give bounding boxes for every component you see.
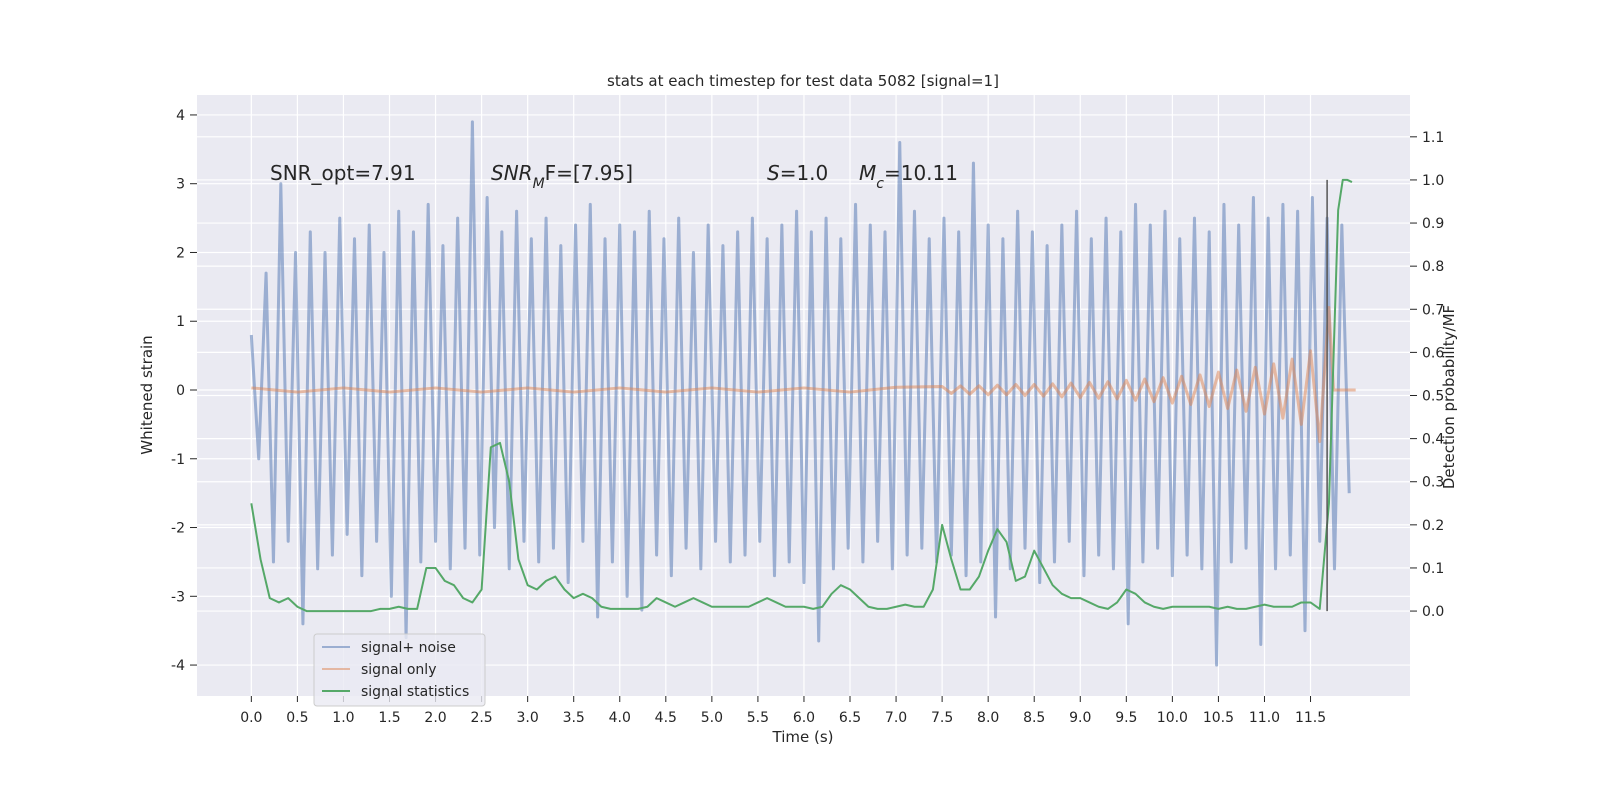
legend-label: signal only: [361, 662, 436, 678]
x-tick-label: 9.5: [1115, 710, 1137, 726]
y-tick-label: 4: [176, 108, 185, 124]
annotation-part: =1.0: [780, 161, 829, 185]
x-tick-label: 4.0: [609, 710, 631, 726]
annotation: Mc=10.11: [859, 161, 958, 192]
y2-tick-label: 0.6: [1422, 345, 1444, 361]
x-tick-label: 9.0: [1069, 710, 1091, 726]
series-line: [249, 120, 1351, 667]
y2-tick-label: 1.0: [1422, 173, 1444, 189]
legend-label: signal+ noise: [361, 640, 456, 656]
y-tick-label: 2: [176, 245, 185, 261]
annotation-part: M: [859, 161, 876, 185]
x-tick-label: 11.0: [1249, 710, 1280, 726]
y2-tick-label: 0.1: [1422, 561, 1444, 577]
x-tick-label: 1.5: [378, 710, 400, 726]
legend-box: [313, 633, 486, 707]
y2-tick-label: 0.5: [1422, 389, 1444, 405]
x-tick-label: 3.5: [563, 710, 585, 726]
x-tick-label: 7.0: [885, 710, 907, 726]
y-tick-label: 1: [176, 314, 185, 330]
x-tick-label: 5.5: [747, 710, 769, 726]
y2-axis-label: Detection probability/MF: [1440, 305, 1458, 489]
y-axis-label: Whitened strain: [138, 335, 156, 454]
x-tick-label: 10.0: [1157, 710, 1188, 726]
x-tick-label: 6.0: [793, 710, 815, 726]
x-tick-label: 1.0: [332, 710, 354, 726]
y2-tick-label: 0.9: [1422, 216, 1444, 232]
series-line: [250, 178, 1353, 613]
y-tick-label: 3: [176, 177, 185, 193]
annotation: SNRMF=[7.95]: [491, 161, 633, 192]
x-tick-label: 4.5: [655, 710, 677, 726]
y2-tick-label: 0.4: [1422, 432, 1444, 448]
x-tick-label: 8.5: [1023, 710, 1045, 726]
x-tick-label: 11.5: [1295, 710, 1326, 726]
annotation-part: M: [533, 176, 545, 192]
y2-tick-label: 0.7: [1422, 302, 1444, 318]
annotation: SNR_opt=7.91: [270, 161, 416, 185]
x-tick-label: 5.0: [701, 710, 723, 726]
x-tick-label: 6.5: [839, 710, 861, 726]
chart-title: stats at each timestep for test data 508…: [607, 72, 999, 90]
x-tick-label: 0.0: [240, 710, 262, 726]
y2-tick-label: 0.2: [1422, 518, 1444, 534]
x-tick-label: 2.0: [424, 710, 446, 726]
annotation: S=1.0: [767, 161, 828, 185]
annotation-part: F=[7.95]: [545, 161, 633, 185]
annotation-part: c: [876, 176, 884, 192]
x-tick-label: 2.5: [470, 710, 492, 726]
y2-tick-label: 0.0: [1422, 604, 1444, 620]
annotation-part: S: [767, 161, 780, 185]
x-tick-label: 7.5: [931, 710, 953, 726]
series-line: [251, 305, 1356, 444]
x-tick-label: 3.0: [517, 710, 539, 726]
x-axis-label: Time (s): [772, 728, 834, 746]
x-tick-label: 8.0: [977, 710, 999, 726]
x-tick-label: 0.5: [286, 710, 308, 726]
y-tick-label: -3: [171, 589, 185, 605]
y-tick-label: 0: [176, 383, 185, 399]
annotation-part: =10.11: [884, 161, 958, 185]
y-tick-label: -4: [171, 658, 185, 674]
annotation-part: SNR_opt=7.91: [270, 161, 416, 185]
y2-tick-label: 0.8: [1422, 259, 1444, 275]
y-tick-label: -2: [171, 521, 185, 537]
x-tick-label: 10.5: [1203, 710, 1234, 726]
y2-tick-label: 0.3: [1422, 475, 1444, 491]
annotation-part: SNR: [491, 161, 533, 185]
y-tick-label: -1: [171, 452, 185, 468]
y2-tick-label: 1.1: [1422, 130, 1444, 146]
legend-label: signal statistics: [361, 684, 469, 700]
